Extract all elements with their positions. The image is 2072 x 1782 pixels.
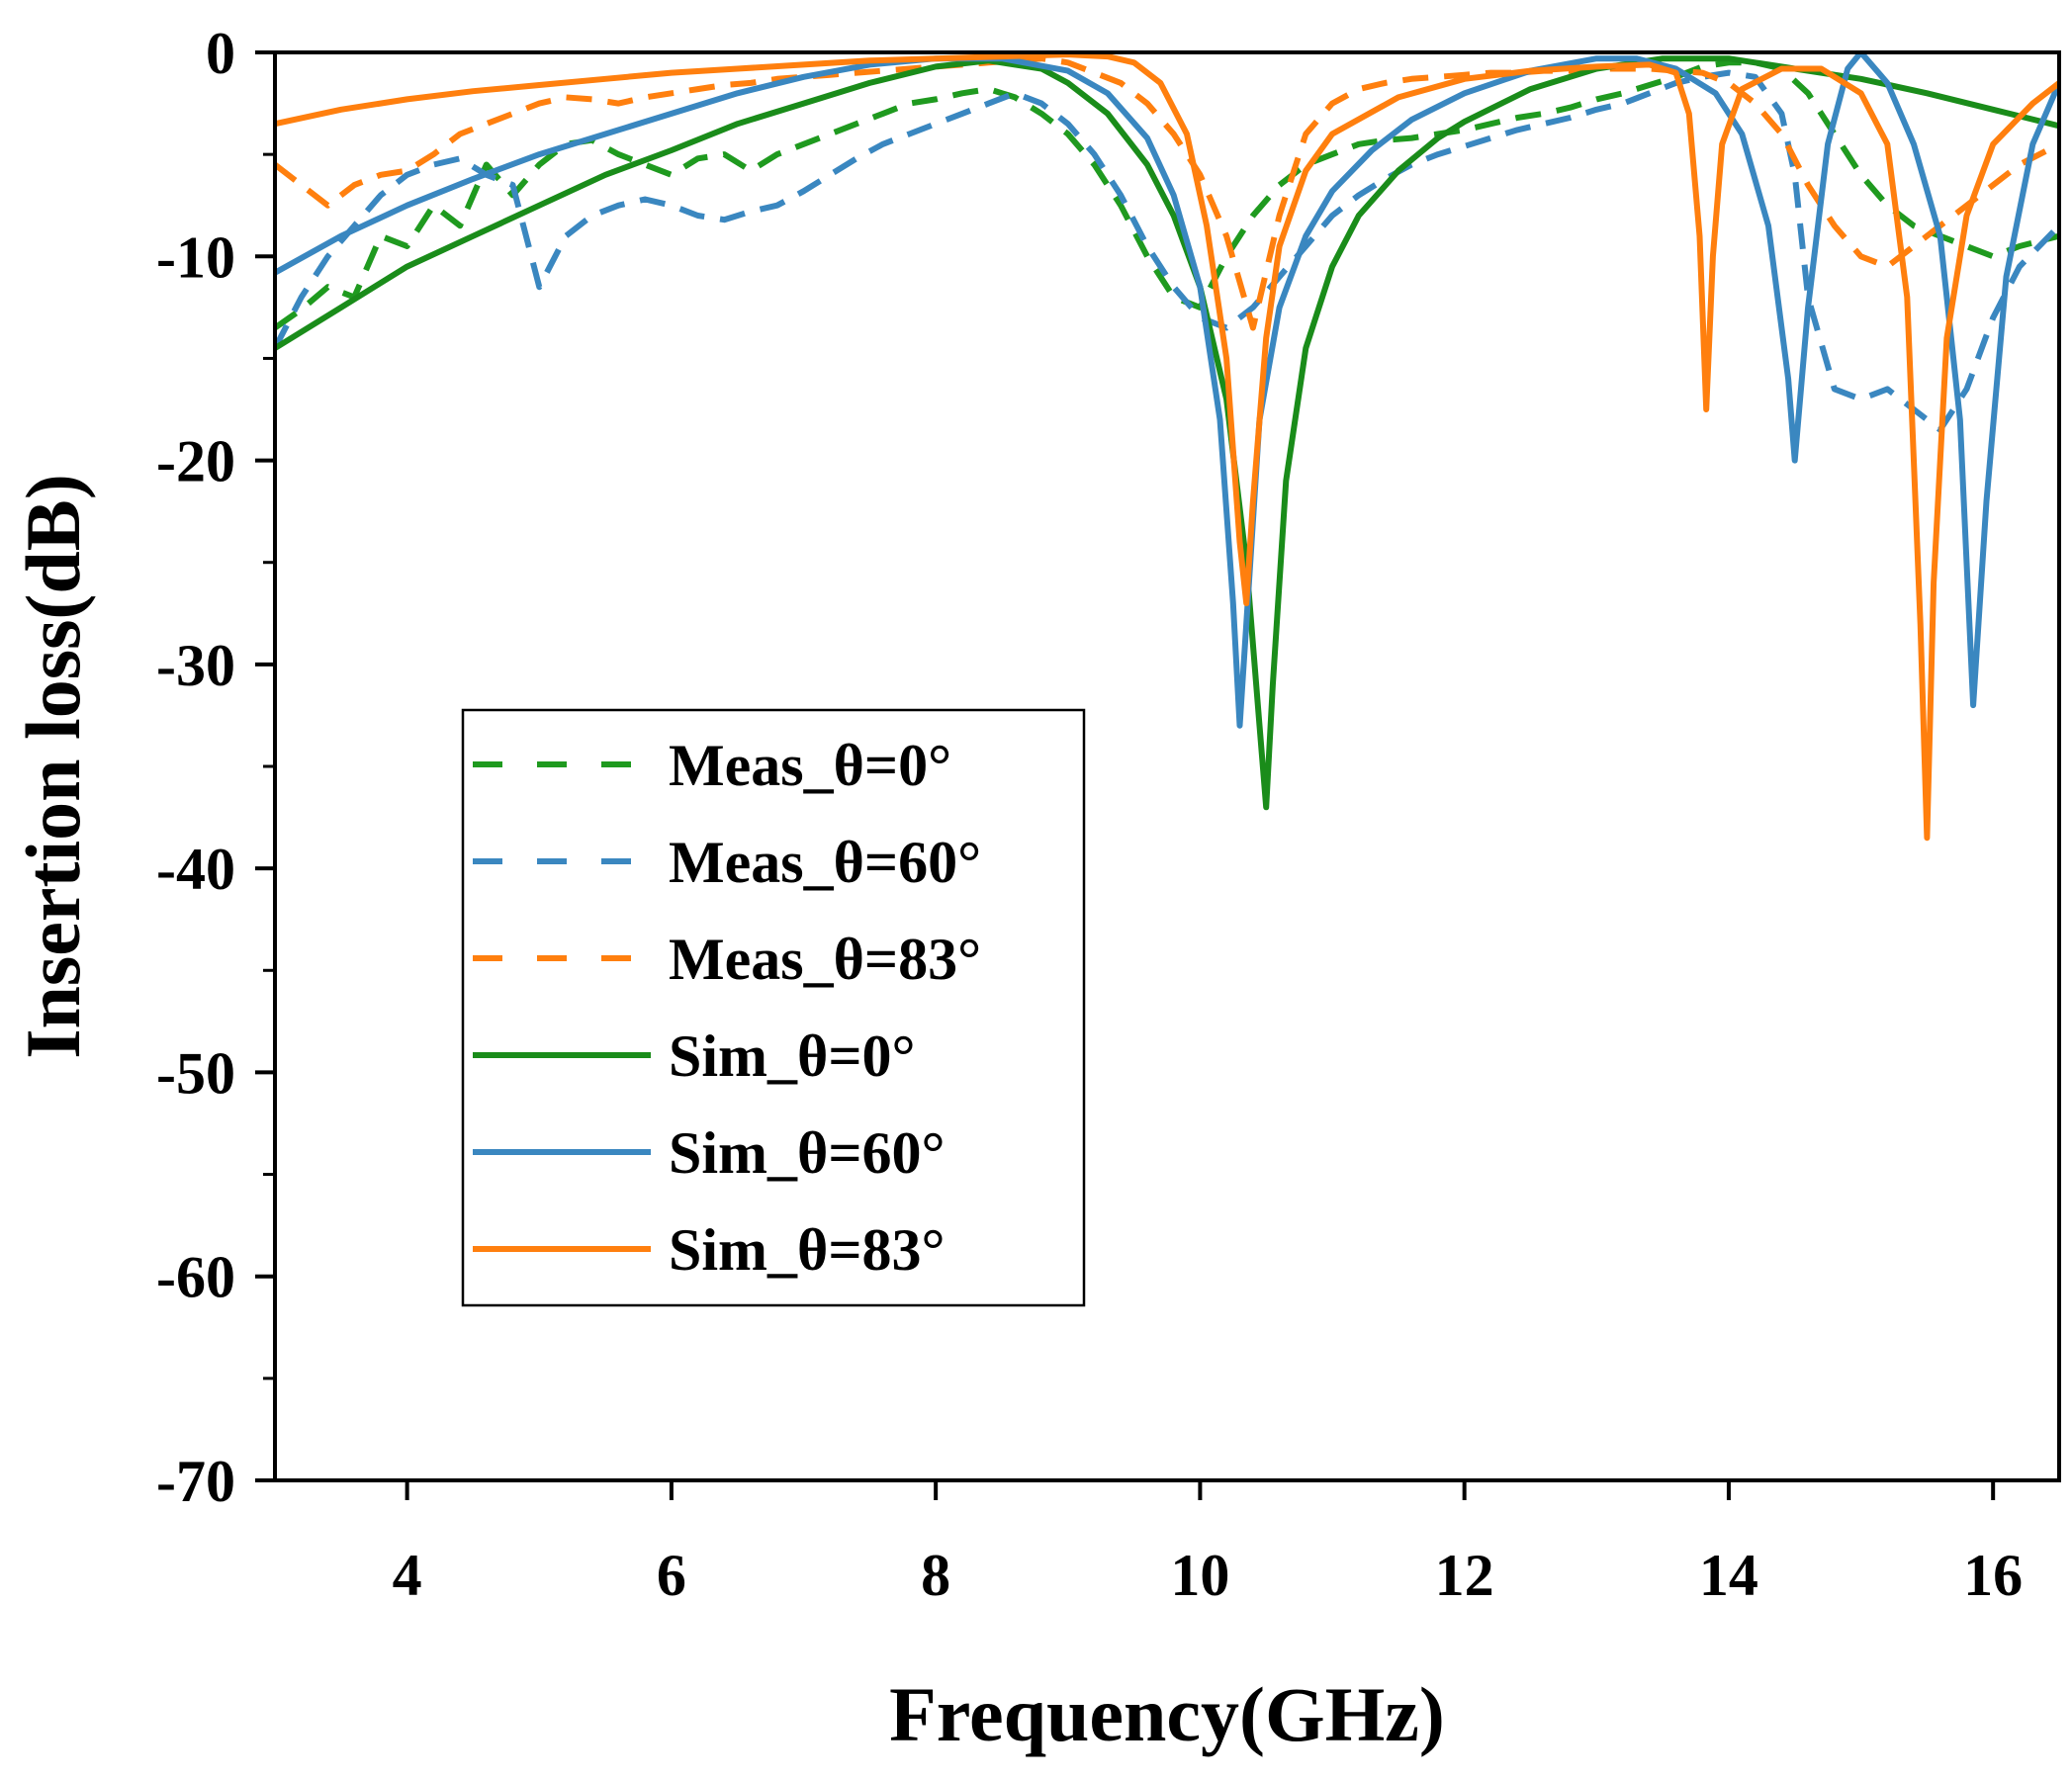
legend: Meas_θ=0° Meas_θ=60° Meas_θ=83° Sim_θ=0° Sim… bbox=[461, 708, 1086, 1307]
legend-label-0: Meas_θ=0° bbox=[669, 733, 951, 798]
x-tick-label: 16 bbox=[1963, 1543, 2023, 1608]
y-tick-label: -70 bbox=[156, 1449, 235, 1514]
legend-label-1: Meas_θ=60° bbox=[669, 830, 981, 895]
x-tick-label: 6 bbox=[657, 1543, 686, 1608]
y-axis: 0 -10 -20 -30 -40 -50 -60 -70 bbox=[156, 21, 275, 1514]
legend-box bbox=[461, 708, 1086, 1307]
legend-label-4: Sim_θ=60° bbox=[669, 1120, 946, 1186]
x-tick-label: 10 bbox=[1170, 1543, 1229, 1608]
legend-label-3: Sim_θ=0° bbox=[669, 1024, 916, 1089]
x-tick-label: 14 bbox=[1699, 1543, 1758, 1608]
series-line-2 bbox=[275, 55, 2059, 331]
series-line-1 bbox=[275, 69, 2059, 433]
x-tick-label: 4 bbox=[393, 1543, 422, 1608]
y-axis-title: Insertion loss(dB) bbox=[10, 474, 96, 1059]
y-tick-label: -40 bbox=[156, 837, 235, 902]
y-tick-label: -20 bbox=[156, 429, 235, 494]
x-axis-title: Frequency(GHz) bbox=[889, 1671, 1445, 1757]
y-tick-label: -50 bbox=[156, 1040, 235, 1106]
x-tick-label: 8 bbox=[921, 1543, 950, 1608]
legend-label-5: Sim_θ=83° bbox=[669, 1217, 946, 1283]
y-tick-label: -10 bbox=[156, 224, 235, 290]
y-tick-label: -30 bbox=[156, 633, 235, 698]
y-tick-label: -60 bbox=[156, 1245, 235, 1310]
series-line-5 bbox=[275, 52, 2059, 842]
series-layer bbox=[275, 52, 2059, 842]
series-line-4 bbox=[275, 52, 2059, 729]
x-tick-label: 12 bbox=[1435, 1543, 1494, 1608]
x-axis: 4 6 8 10 12 14 16 bbox=[393, 1480, 2023, 1608]
legend-label-2: Meas_θ=83° bbox=[669, 927, 981, 992]
y-tick-label: 0 bbox=[206, 21, 235, 86]
